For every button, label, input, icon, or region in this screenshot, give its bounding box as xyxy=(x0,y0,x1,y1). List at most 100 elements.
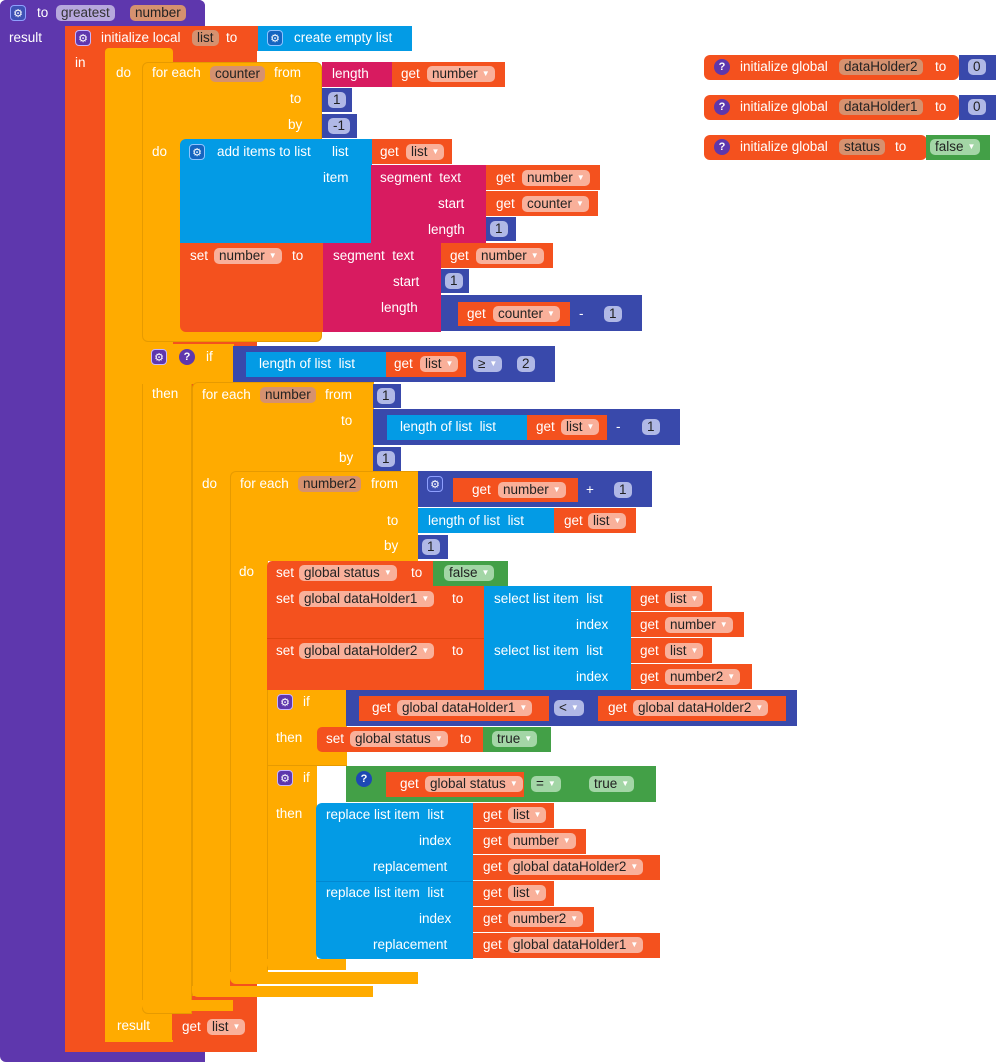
get-label: get xyxy=(400,776,419,791)
add-items-label: add items to list xyxy=(217,144,311,159)
gear-icon[interactable]: ⚙ xyxy=(427,476,443,492)
number-field[interactable]: 0 xyxy=(968,99,986,115)
var-dropdown[interactable]: number ▼ xyxy=(214,248,282,264)
var-dropdown[interactable]: number ▼ xyxy=(522,170,590,186)
get-label: get xyxy=(182,1019,201,1034)
number-field[interactable]: 1 xyxy=(422,539,440,555)
var-dropdown[interactable]: list ▼ xyxy=(508,807,547,823)
procedure-name-field[interactable]: greatest xyxy=(56,5,115,21)
gear-icon[interactable]: ⚙ xyxy=(267,30,283,46)
var-dropdown[interactable]: list ▼ xyxy=(420,356,459,372)
boolean-dropdown[interactable]: false ▼ xyxy=(444,565,495,581)
gear-icon[interactable]: ⚙ xyxy=(189,144,205,160)
gear-icon[interactable]: ⚙ xyxy=(277,770,293,786)
number-field[interactable]: 1 xyxy=(377,388,395,404)
get-label: get xyxy=(483,807,502,822)
var-dropdown[interactable]: number ▼ xyxy=(476,248,544,264)
loop-var-field[interactable]: number2 xyxy=(298,476,362,492)
var-dropdown[interactable]: global status ▼ xyxy=(425,776,523,792)
get-label: get xyxy=(608,700,627,715)
if-block[interactable] xyxy=(267,766,317,970)
number-field[interactable]: 1 xyxy=(445,273,463,289)
var-dropdown[interactable]: list ▼ xyxy=(665,643,704,659)
dropdown-arrow-icon: ▼ xyxy=(967,142,976,152)
number-field[interactable]: 1 xyxy=(490,221,508,237)
length-of-list-block[interactable] xyxy=(418,508,554,533)
help-icon[interactable]: ? xyxy=(714,59,730,75)
var-dropdown[interactable]: number ▼ xyxy=(427,66,495,82)
gear-icon[interactable]: ⚙ xyxy=(75,30,91,46)
gear-icon[interactable]: ⚙ xyxy=(277,694,293,710)
help-icon[interactable]: ? xyxy=(714,99,730,115)
global-var-field[interactable]: dataHolder2 xyxy=(839,59,923,75)
operator-dropdown[interactable]: = ▼ xyxy=(531,776,561,792)
var-dropdown[interactable]: list ▼ xyxy=(665,591,704,607)
set-label: set xyxy=(326,731,345,746)
var-dropdown[interactable]: counter ▼ xyxy=(522,196,589,212)
dropdown-arrow-icon: ▼ xyxy=(268,251,277,261)
replace-list-item-block[interactable] xyxy=(316,881,473,959)
gear-icon[interactable]: ⚙ xyxy=(10,5,26,21)
create-empty-list-block[interactable] xyxy=(258,26,412,51)
dropdown-arrow-icon: ▼ xyxy=(431,147,440,157)
help-icon[interactable]: ? xyxy=(714,139,730,155)
initialize-local-label: initialize local xyxy=(101,30,181,45)
segment-block[interactable] xyxy=(371,165,486,243)
number-field[interactable]: 1 xyxy=(604,306,622,322)
gear-icon[interactable]: ⚙ xyxy=(151,349,167,365)
number-field[interactable]: 1 xyxy=(614,482,632,498)
global-var-field[interactable]: status xyxy=(839,139,886,155)
var-dropdown[interactable]: list ▼ xyxy=(207,1019,246,1035)
number-field[interactable]: 1 xyxy=(642,419,660,435)
var-dropdown[interactable]: list ▼ xyxy=(588,513,627,529)
number-field[interactable]: 0 xyxy=(968,59,986,75)
operator-dropdown[interactable]: < ▼ xyxy=(554,700,584,716)
dropdown-arrow-icon: ▼ xyxy=(434,734,443,744)
help-icon[interactable]: ? xyxy=(179,349,195,365)
boolean-dropdown[interactable]: true ▼ xyxy=(589,776,635,792)
var-dropdown[interactable]: counter ▼ xyxy=(493,306,560,322)
var-dropdown[interactable]: global status ▼ xyxy=(350,731,448,747)
initialize-global-block[interactable] xyxy=(704,135,927,160)
global-var-field[interactable]: dataHolder1 xyxy=(839,99,923,115)
length-of-list-block[interactable] xyxy=(387,415,527,440)
get-label: get xyxy=(483,833,502,848)
dropdown-arrow-icon: ▼ xyxy=(421,646,430,656)
var-dropdown[interactable]: global dataHolder2 ▼ xyxy=(633,700,769,716)
select-list-item-block[interactable] xyxy=(484,586,631,638)
help-icon[interactable]: ? xyxy=(356,771,372,787)
var-dropdown[interactable]: list ▼ xyxy=(561,419,600,435)
var-dropdown[interactable]: list ▼ xyxy=(406,144,445,160)
var-dropdown[interactable]: global dataHolder2 ▼ xyxy=(508,859,644,875)
operator-dropdown[interactable]: ≥ ▼ xyxy=(473,356,503,372)
segment-block[interactable] xyxy=(323,243,441,332)
var-dropdown[interactable]: number ▼ xyxy=(508,833,576,849)
boolean-dropdown[interactable]: true ▼ xyxy=(492,731,538,747)
length-of-list-block[interactable] xyxy=(246,352,386,377)
length-block[interactable] xyxy=(322,62,392,87)
procedure-param-field[interactable]: number xyxy=(130,5,186,21)
loop-var-field[interactable]: number xyxy=(260,387,316,403)
select-list-item-block[interactable] xyxy=(484,638,631,690)
number-field[interactable]: 2 xyxy=(517,356,535,372)
var-dropdown[interactable]: global dataHolder1 ▼ xyxy=(508,937,644,953)
number-field[interactable]: 1 xyxy=(328,92,346,108)
var-dropdown[interactable]: number2 ▼ xyxy=(508,911,584,927)
if-block[interactable] xyxy=(142,344,192,1014)
replace-list-item-block[interactable] xyxy=(316,803,473,881)
var-dropdown[interactable]: number ▼ xyxy=(498,482,566,498)
local-var-field[interactable]: list xyxy=(192,30,219,46)
var-dropdown[interactable]: global dataHolder2 ▼ xyxy=(299,643,435,659)
var-dropdown[interactable]: number ▼ xyxy=(665,617,733,633)
loop-var-field[interactable]: counter xyxy=(210,66,266,82)
number-field[interactable]: -1 xyxy=(328,118,351,134)
add-items-to-list-block[interactable] xyxy=(180,139,372,245)
boolean-dropdown[interactable]: false ▼ xyxy=(930,139,981,155)
var-dropdown[interactable]: global dataHolder1 ▼ xyxy=(397,700,533,716)
var-dropdown[interactable]: number2 ▼ xyxy=(665,669,741,685)
var-dropdown[interactable]: global status ▼ xyxy=(299,565,397,581)
for-each-number-body xyxy=(192,470,230,996)
number-field[interactable]: 1 xyxy=(377,451,395,467)
var-dropdown[interactable]: global dataHolder1 ▼ xyxy=(299,591,435,607)
var-dropdown[interactable]: list ▼ xyxy=(508,885,547,901)
